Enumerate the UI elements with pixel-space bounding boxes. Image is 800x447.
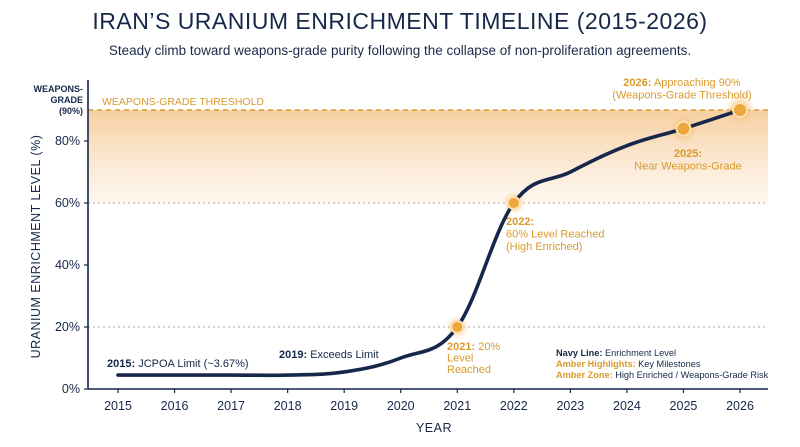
milestone-marker	[675, 120, 692, 137]
y-tick-label: 40%	[55, 258, 80, 272]
x-tick-label: 2019	[330, 399, 358, 413]
chart-subtitle: Steady climb toward weapons-grade purity…	[108, 43, 692, 58]
annotation: 2015: JCPOA Limit (~3.67%)	[107, 358, 249, 370]
x-axis-title: YEAR	[416, 421, 452, 435]
x-tick-label: 2025	[670, 399, 698, 413]
annotation: 2019: Exceeds Limit	[279, 349, 379, 361]
x-tick-label: 2022	[500, 399, 528, 413]
x-tick-label: 2024	[613, 399, 641, 413]
annotation-text: 2026: Approaching 90% (Weapons-Grade Thre…	[612, 77, 752, 102]
y-axis-title: URANIUM ENRICHMENT LEVEL (%)	[29, 135, 43, 359]
x-tick-label: 2016	[161, 399, 189, 413]
threshold-axis-label: (90%)	[59, 106, 83, 116]
legend-item: Navy Line: Enrichment Level	[556, 348, 676, 358]
annotation-text: 2025: Near Weapons-Grade	[634, 148, 741, 173]
x-tick-label: 2026	[726, 399, 754, 413]
y-tick-label: 80%	[55, 134, 80, 148]
chart-title: IRAN’S URANIUM ENRICHMENT TIMELINE (2015…	[92, 8, 708, 34]
milestone-marker	[732, 102, 748, 118]
y-tick-label: 20%	[55, 320, 80, 334]
threshold-axis-label: GRADE	[50, 95, 83, 105]
legend-item: Amber Highlights: Key Milestones	[556, 359, 701, 369]
annotation: 2022: 60% Level Reached (High Enriched)	[506, 216, 604, 253]
annotation-text: 2022: 60% Level Reached (High Enriched)	[506, 216, 604, 253]
x-tick-label: 2023	[556, 399, 584, 413]
x-tick-label: 2015	[104, 399, 132, 413]
annotation: 2025: Near Weapons-Grade	[634, 148, 741, 173]
milestone-marker	[450, 320, 465, 334]
y-tick-label: 60%	[55, 196, 80, 210]
threshold-axis-label: WEAPONS-	[34, 84, 84, 94]
annotation-text: 2015: JCPOA Limit (~3.67%)	[107, 358, 249, 370]
x-tick-label: 2017	[217, 399, 245, 413]
enrichment-line	[116, 108, 742, 378]
weapons-grade-risk-zone	[88, 110, 768, 203]
x-tick-label: 2021	[443, 399, 471, 413]
annotation: 2026: Approaching 90% (Weapons-Grade Thre…	[612, 77, 752, 102]
threshold-label: WEAPONS-GRADE THRESHOLD	[102, 96, 264, 108]
annotation: 2021: 20% Level Reached	[447, 341, 500, 376]
milestone-marker	[506, 196, 521, 210]
annotation-text: 2021: 20% Level Reached	[447, 341, 500, 376]
x-tick-label: 2020	[387, 399, 415, 413]
x-tick-label: 2018	[274, 399, 302, 413]
y-tick-label: 0%	[62, 382, 80, 396]
legend-item: Amber Zone: High Enriched / Weapons-Grad…	[556, 370, 769, 380]
annotation-text: 2019: Exceeds Limit	[279, 349, 379, 361]
